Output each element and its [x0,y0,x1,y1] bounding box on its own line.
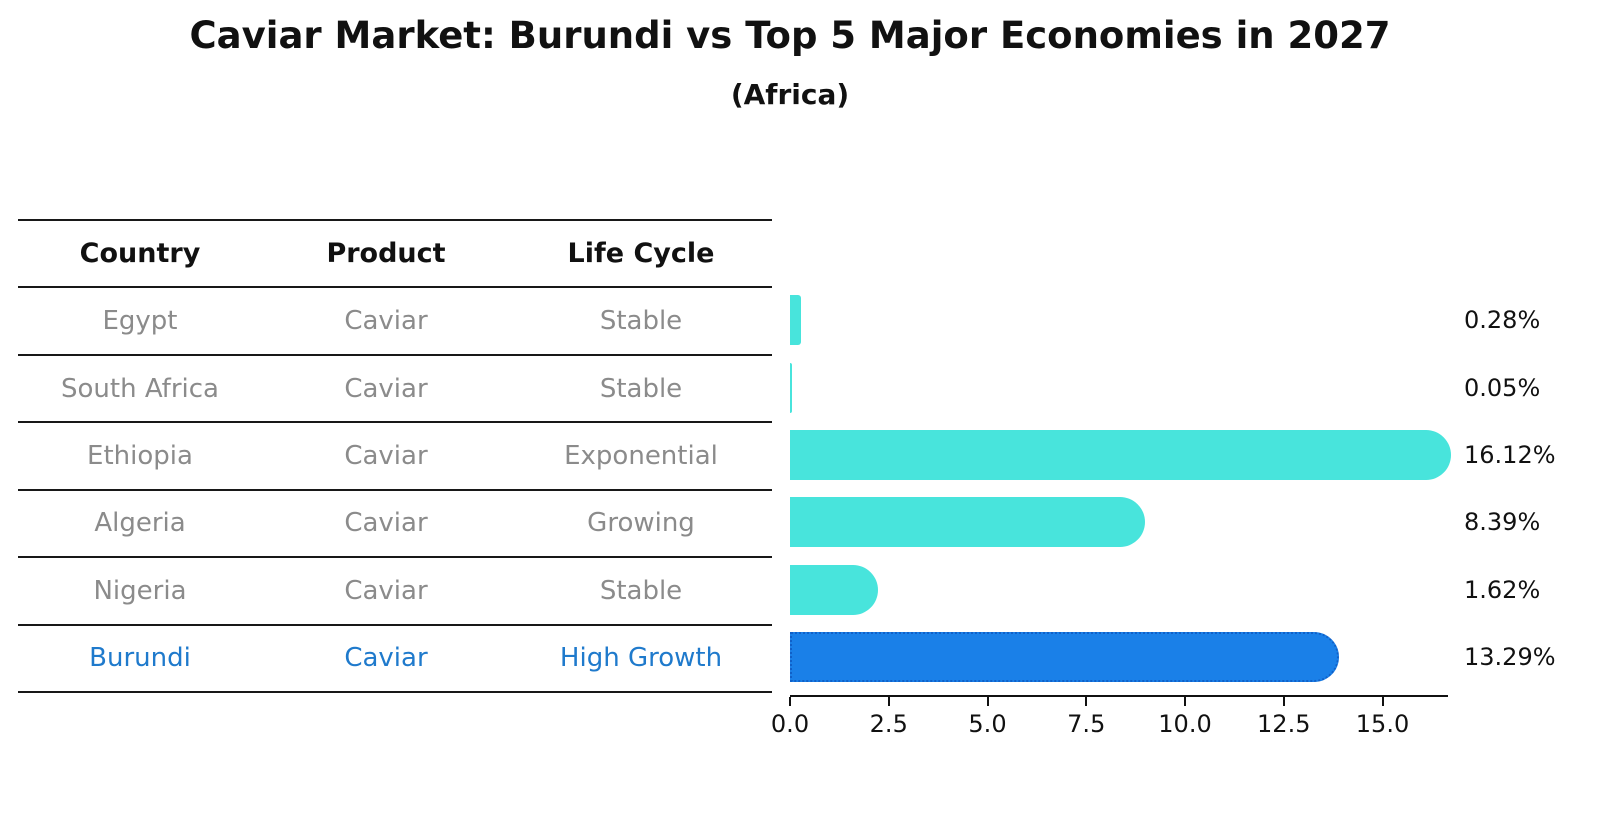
cell-product: Caviar [344,575,428,606]
table-row-burundi: Burundi Caviar High Growth [18,626,772,693]
bar-algeria [790,497,1146,548]
cell-country: Ethiopia [87,440,193,471]
x-tick-label: 5.0 [968,710,1007,738]
table-body: Egypt Caviar Stable South Africa Caviar Stabl… [18,288,772,693]
value-label-nigeria: 1.62% [1464,575,1541,604]
cell-country: Algeria [94,508,186,539]
cell-life-cycle: Stable [599,575,683,606]
x-tick-mark-2.5 [887,697,890,706]
cell-life-cycle: Exponential [564,440,718,471]
cell-product: Caviar [344,373,428,404]
cell-product: Caviar [344,643,428,674]
value-label-algeria: 8.39% [1464,508,1541,537]
x-tick-label: 2.5 [869,710,908,738]
x-tick-label: 7.5 [1067,710,1106,738]
bar-burundi [790,632,1339,683]
bar-south-africa [790,362,792,413]
chart-title: Caviar Market: Burundi vs Top 5 Major Ec… [189,14,1391,57]
cell-life-cycle: Stable [599,306,683,337]
x-tick-label: 15.0 [1355,710,1410,738]
cell-product: Caviar [344,306,428,337]
cell-product: Caviar [344,440,428,471]
x-tick-mark-10.0 [1184,697,1186,706]
column-header-country: Country [79,238,201,270]
x-tick-mark-12.5 [1282,697,1285,706]
cell-country: Egypt [102,306,178,337]
x-tick-mark-0.0 [789,697,791,706]
column-header-life-cycle: Life Cycle [567,238,715,270]
value-label-egypt: 0.28% [1464,306,1541,335]
value-label-south-africa: 0.05% [1464,373,1541,402]
column-header-product: Product [326,238,446,270]
cell-life-cycle: Stable [599,373,683,404]
table-row-algeria: Algeria Caviar Growing [18,491,772,559]
x-tick-label: 0.0 [770,710,810,738]
table-row-egypt: Egypt Caviar Stable [18,288,772,356]
table-row-nigeria: Nigeria Caviar Stable [18,558,772,626]
x-tick-mark-5.0 [986,697,989,706]
bar-nigeria [790,564,878,615]
x-tick-mark-15.0 [1381,697,1384,706]
bar-egypt [790,295,802,346]
data-table: Country Product Life Cycle Egypt Caviar St… [18,219,772,693]
cell-life-cycle: High Growth [559,643,723,674]
x-tick-mark-7.5 [1085,697,1088,706]
cell-country: Nigeria [93,575,187,606]
table-row-south-africa: South Africa Caviar Stable [18,356,772,424]
x-axis-line [790,695,1448,697]
table-row-ethiopia: Ethiopia Caviar Exponential [18,423,772,491]
cell-country: Burundi [89,643,191,674]
value-label-ethiopia: 16.12% [1464,441,1556,469]
value-label-burundi: 13.29% [1464,643,1556,672]
chart-subtitle: (Africa) [730,78,850,111]
bar-ethiopia [790,430,1451,480]
cell-life-cycle: Growing [587,508,695,539]
x-tick-label: 10.0 [1158,710,1212,738]
cell-product: Caviar [344,508,428,539]
cell-country: South Africa [61,373,219,404]
table-header-row: Country Product Life Cycle [18,221,772,289]
x-tick-label: 12.5 [1257,710,1311,738]
